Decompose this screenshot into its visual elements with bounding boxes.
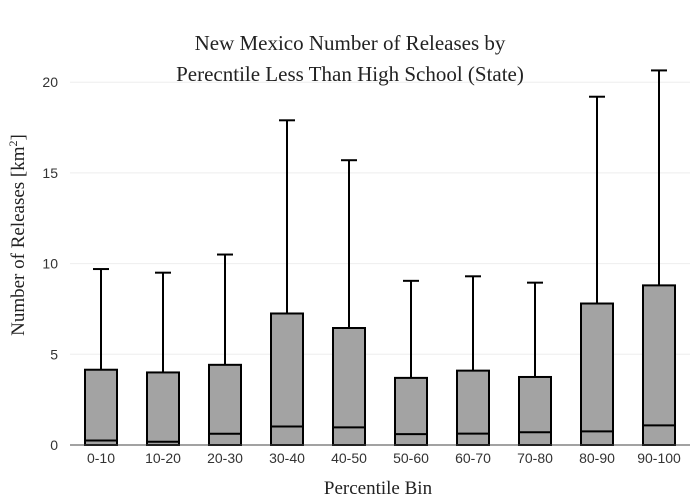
x-tick-label: 80-90 <box>579 450 615 466</box>
box-group-20-30 <box>208 253 242 446</box>
x-tick-label: 60-70 <box>455 450 491 466</box>
y-axis-title-main: Number of Releases [km <box>8 146 29 336</box>
chart-title-line-1: New Mexico Number of Releases by <box>195 31 506 55</box>
box-rect <box>84 368 118 446</box>
box-group-80-90 <box>580 95 614 446</box>
y-axis-title-close: ] <box>8 134 29 140</box>
box-rect <box>332 327 366 446</box>
box-rect <box>642 284 676 447</box>
box-group-10-20 <box>146 271 180 446</box>
x-tick-label: 50-60 <box>393 450 429 466</box>
x-tick-label: 0-10 <box>87 450 115 466</box>
box-group-40-50 <box>332 159 366 446</box>
y-tick-label: 20 <box>42 74 58 90</box>
y-tick-label: 5 <box>50 346 58 362</box>
box-group-60-70 <box>456 275 490 446</box>
y-axis-title-superscript: 2 <box>6 140 20 146</box>
box-group-50-60 <box>394 279 428 447</box>
box-group-90-100 <box>642 69 676 447</box>
box-layer <box>84 69 676 447</box>
x-tick-label: 70-80 <box>517 450 553 466</box>
axis-layer: 0 5 10 15 20 0-10 10-20 20-30 30-40 40-50 50-60 60-… <box>42 74 690 466</box>
box-group-0-10 <box>84 268 118 446</box>
x-axis-title: Percentile Bin <box>324 478 433 499</box>
box-rect <box>208 363 242 446</box>
x-tick-label: 20-30 <box>207 450 243 466</box>
y-tick-label: 10 <box>42 256 58 272</box>
chart-title-line-2: Perecntile Less Than High School (State) <box>176 62 524 86</box>
x-tick-label: 90-100 <box>637 450 681 466</box>
y-tick-label: 0 <box>50 437 58 453</box>
x-tick-label: 30-40 <box>269 450 305 466</box>
box-rect <box>146 371 180 446</box>
y-tick-label: 15 <box>42 165 58 181</box>
box-rect <box>580 302 614 446</box>
box-group-30-40 <box>270 119 304 446</box>
box-rect <box>270 312 304 446</box>
x-tick-label: 40-50 <box>331 450 367 466</box>
box-group-70-80 <box>518 281 552 446</box>
x-tick-label: 10-20 <box>145 450 181 466</box>
box-rect <box>518 375 552 446</box>
y-axis-title: Number of Releases [km2] <box>6 134 29 336</box>
